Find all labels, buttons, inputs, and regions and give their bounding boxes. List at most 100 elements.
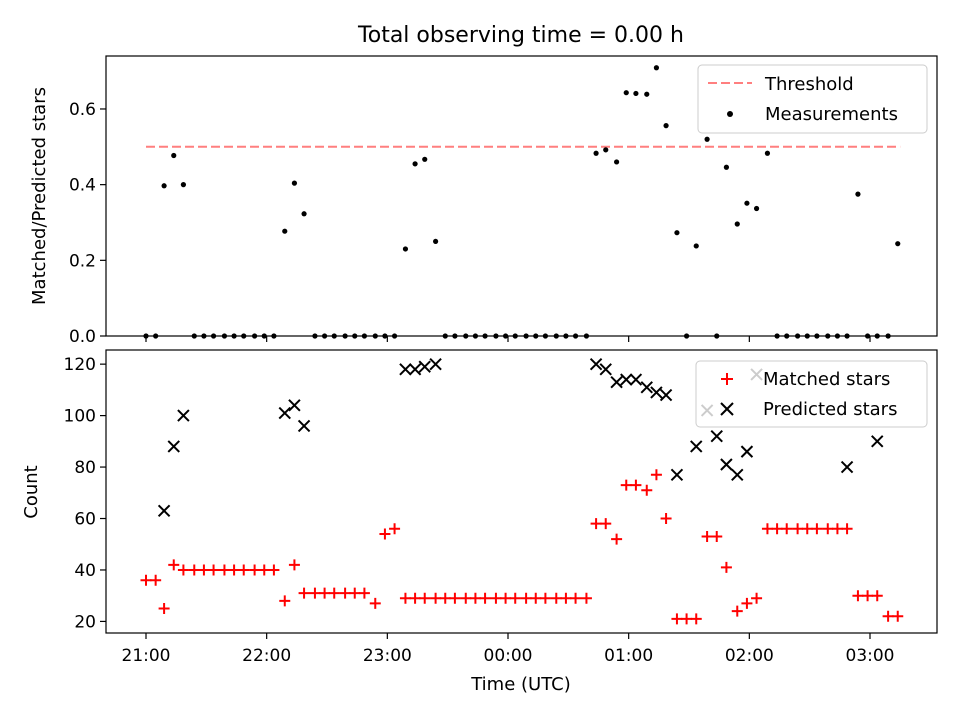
matched-point [590, 518, 602, 530]
predicted-point [720, 458, 733, 471]
measurement-point [542, 333, 549, 339]
measurement-point [422, 156, 428, 162]
measurement-point [221, 333, 228, 339]
matched-point [831, 523, 843, 535]
measurement-point [714, 333, 720, 339]
matched-point [449, 592, 461, 604]
predicted-point [629, 373, 643, 386]
measurement-point [844, 333, 850, 339]
matched-point [530, 592, 542, 604]
matched-point [701, 531, 713, 543]
measurement-point [704, 136, 710, 142]
matched-point [690, 613, 702, 625]
measurement-point [633, 90, 639, 97]
measurement-point [855, 191, 861, 197]
measurement-point [161, 183, 167, 189]
predicted-point [620, 373, 633, 386]
measurement-point [342, 333, 348, 339]
matched-point [751, 592, 763, 604]
matched-point [409, 592, 421, 604]
matched-point [469, 592, 481, 604]
matched-point [580, 592, 592, 604]
measurement-point [433, 238, 439, 245]
measurement-point [804, 333, 810, 339]
measurement-point [452, 333, 458, 339]
measurement-point [412, 161, 418, 167]
measurement-point [493, 333, 499, 339]
matched-point [882, 610, 894, 622]
measurement-point [723, 164, 730, 170]
measurement-point [171, 152, 177, 159]
matched-point [650, 469, 662, 481]
measurement-point [683, 333, 690, 339]
matched-point [298, 587, 310, 599]
predicted-point [690, 440, 703, 453]
matched-point [279, 595, 291, 607]
measurement-point [885, 333, 891, 339]
matched-point [681, 613, 693, 625]
predicted-point [731, 468, 744, 481]
predicted-point [157, 504, 171, 518]
measurement-point [331, 333, 337, 339]
matched-point [500, 592, 512, 604]
matched-point [761, 523, 773, 535]
legend-predicted-swatch [720, 402, 734, 416]
matched-point [419, 592, 431, 604]
matched-point [509, 592, 521, 604]
matched-point [208, 564, 220, 576]
matched-point [811, 523, 823, 535]
measurement-point [402, 246, 409, 252]
panel-ratio: 0.0 0.2 0.4 0.6 Matched/Predicted stars Thr… [29, 55, 938, 347]
measurement-point [623, 90, 629, 96]
predicted-point [840, 460, 854, 474]
matched-point [258, 564, 270, 576]
predicted-point [670, 468, 684, 481]
measurement-point [814, 333, 820, 339]
y-tick-label: 0.6 [69, 100, 96, 120]
matched-point [430, 592, 442, 604]
measurement-point [753, 205, 760, 212]
measurement-point [472, 333, 479, 339]
y-axis-ticks: 0.0 0.2 0.4 0.6 [69, 100, 106, 347]
matched-point [560, 592, 572, 604]
y-tick-label: 40 [74, 561, 96, 581]
matched-point [731, 605, 743, 617]
matched-point [198, 564, 210, 576]
predicted-point [297, 419, 311, 433]
x-axis-ticks [145, 336, 871, 342]
matched-point [720, 561, 732, 573]
matched-points [140, 469, 904, 625]
measurement-point [282, 228, 288, 234]
matched-point [862, 590, 874, 602]
measurement-point [653, 65, 660, 71]
measurement-point [593, 150, 599, 156]
matched-point [140, 574, 152, 586]
y-tick-label: 0.0 [69, 327, 96, 347]
figure-title: Total observing time = 0.00 h [357, 23, 684, 48]
matched-point [550, 592, 562, 604]
matched-point [822, 523, 834, 535]
y-axis-label: Count [21, 465, 42, 518]
measurement-point [734, 221, 740, 227]
matched-point [369, 597, 381, 609]
predicted-point [599, 363, 612, 376]
x-axis-ticks: 21:00 22:00 23:00 00:00 01:00 02:00 03:00 [122, 633, 895, 666]
measurement-point [180, 182, 187, 188]
y-tick-label: 20 [74, 612, 96, 632]
matched-point [460, 592, 472, 604]
matched-point [228, 564, 240, 576]
predicted-point [640, 381, 653, 394]
measurement-points [143, 65, 901, 339]
x-axis-label: Time (UTC) [470, 674, 571, 695]
measurement-point [271, 333, 277, 339]
measurement-point [825, 333, 831, 339]
matched-point [620, 479, 632, 491]
measurement-point [644, 91, 650, 97]
matched-point [671, 613, 683, 625]
legend-measurements-label: Measurements [765, 104, 898, 125]
x-tick-label: 22:00 [242, 646, 291, 666]
matched-point [852, 590, 864, 602]
measurement-point [352, 333, 358, 339]
measurement-point [874, 333, 880, 339]
matched-point [268, 564, 280, 576]
